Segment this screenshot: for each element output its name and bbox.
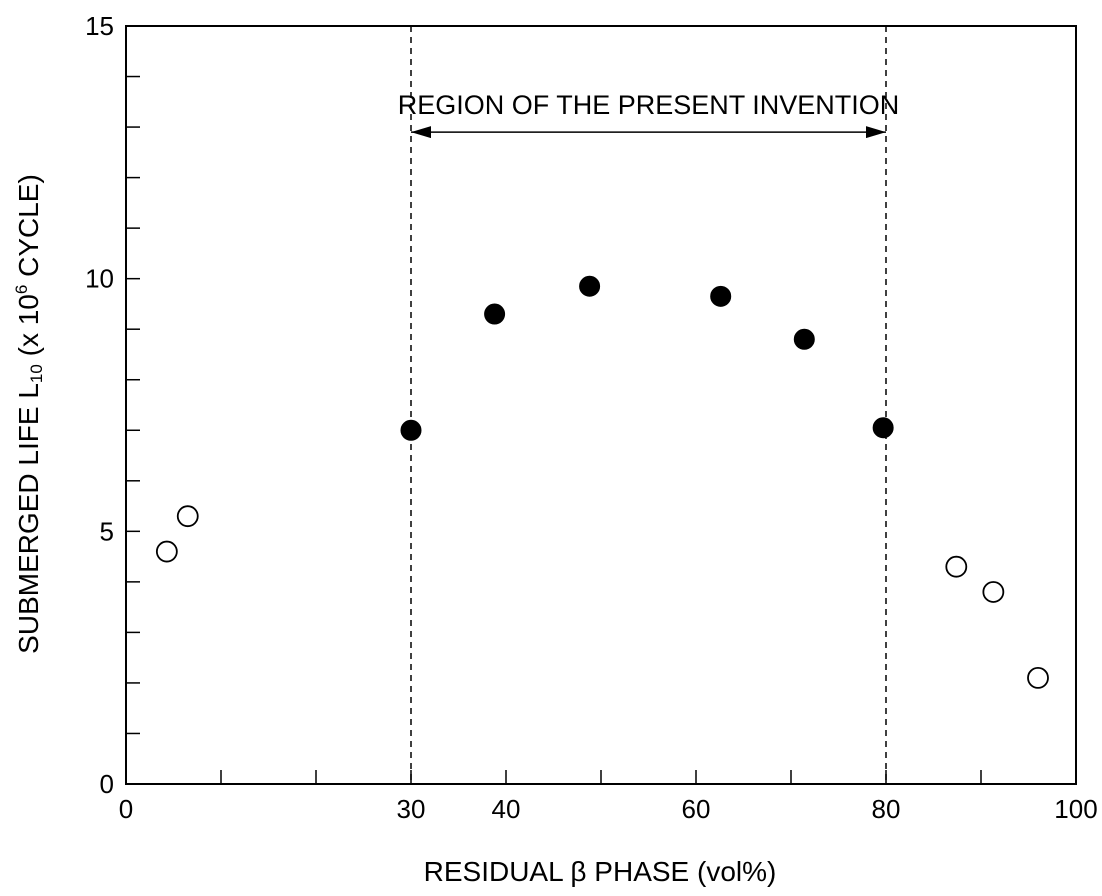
plot-border [125,25,1077,785]
y-axis-title-prefix: SUBMERGED LIFE L [13,383,44,654]
reference-lines [410,26,887,784]
filled-data-point [793,328,815,350]
y-tick-label: 10 [85,264,114,294]
x-tick-label: 30 [397,794,426,824]
x-tick-label: 60 [682,794,711,824]
open-data-point [176,505,199,528]
y-tick-label: 5 [100,516,114,546]
x-tick-label: 40 [492,794,521,824]
x-tick-label: 80 [872,794,901,824]
x-tick-label: 100 [1054,794,1097,824]
y-axis-title-superscript: 6 [12,285,31,294]
axis-ticks [125,25,1077,785]
y-tick-label: 0 [100,769,114,799]
filled-data-point [579,275,601,297]
y-axis-title-suffix: CYCLE) [13,174,44,284]
open-data-point [155,540,178,563]
x-tick-labels: 0 30 40 60 80 100 [119,794,1098,824]
filled-data-point [400,419,422,441]
filled-data-point [484,303,506,325]
y-axis-title-mid: (x 10 [13,294,44,364]
region-label: REGION OF THE PRESENT INVENTION [398,90,900,120]
open-data-point [945,555,968,578]
open-data-point [982,581,1005,603]
y-axis-title: SUBMERGED LIFE L10 (x 106 CYCLE) [12,174,46,654]
annotations: REGION OF THE PRESENT INVENTION [398,90,900,139]
open-data-point [1027,666,1049,689]
y-axis-title-subscript: 10 [27,364,46,383]
data-points [155,275,1049,689]
plot-frame [125,25,1077,785]
x-axis-title: RESIDUAL β PHASE (vol%) [424,856,777,887]
filled-data-point [710,285,732,307]
y-tick-labels: 0 5 10 15 [85,11,114,799]
x-tick-label: 0 [119,794,133,824]
y-tick-label: 15 [85,11,114,41]
filled-data-point [872,417,894,439]
